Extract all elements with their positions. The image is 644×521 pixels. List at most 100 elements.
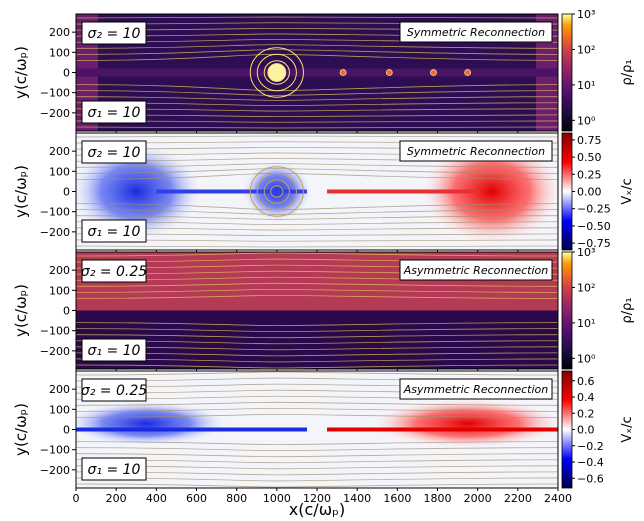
field-line (76, 163, 558, 168)
y-tick-label: 100 (49, 284, 70, 297)
plasmoid-contour (249, 166, 304, 217)
field-line (76, 459, 558, 464)
colorbar-tick-label: −0.4 (577, 456, 604, 469)
sigma-bottom-label: σ₁ = 10 (88, 224, 141, 240)
colorbar-tick-label: 0.2 (577, 407, 595, 420)
colorbar-tick-label: 10² (577, 281, 595, 294)
field-line (76, 340, 558, 345)
sigma-top-label: σ₂ = 0.25 (81, 383, 147, 399)
field-line (76, 215, 558, 220)
field-line (76, 453, 558, 458)
y-tick-label: −200 (40, 107, 70, 120)
field-line (76, 413, 558, 418)
field-line (76, 294, 558, 299)
colorbar-tick-label: 10² (577, 43, 595, 56)
colorbar-tick-label: 10¹ (577, 79, 595, 92)
y-tick-label: 0 (63, 67, 70, 80)
field-line (76, 252, 558, 257)
y-axis: 200 100 0 −100 −200 y(c/ωₚ) (12, 383, 76, 477)
density-lower-region (76, 310, 558, 369)
field-line (76, 209, 558, 215)
plasmoid (267, 63, 287, 82)
x-axis: x(c/ωₚ) 0 200 400 600 800 1000 1200 1400 1600 180… (73, 492, 573, 519)
y-tick-label: 100 (49, 46, 70, 59)
sigma-top-box (81, 259, 147, 283)
colorbar-tick-label: −0.6 (577, 472, 604, 485)
y-tick-label: −200 (40, 345, 70, 358)
colorbar-tick-label: 0.75 (577, 134, 602, 147)
plasmoid (385, 69, 393, 76)
field-line (76, 322, 558, 327)
field-line (76, 239, 558, 242)
outflow-right (421, 139, 558, 244)
sigma-top-box (81, 140, 147, 164)
colorbar-tick-label: 0.6 (577, 375, 595, 388)
y-tick-label: 200 (49, 264, 70, 277)
y-tick-label: 100 (49, 403, 70, 416)
sigma-top-label: σ₂ = 10 (88, 145, 141, 161)
outflow-right (372, 399, 558, 448)
outflow-left (76, 401, 227, 446)
colorbar: 10⁰ 10¹ 10² 10³ ρ/ρ₁ (561, 8, 635, 132)
panel-title: Symmetric Reconnection (407, 145, 545, 158)
field-line (76, 49, 558, 55)
colorbar: 0.6 0.4 0.2 0.0 −0.2 −0.4 −0.6 Vₓ/c (561, 370, 635, 489)
sigma-top-label: σ₂ = 0.25 (81, 264, 147, 280)
colorbar-tick-label: 10³ (577, 8, 595, 21)
field-line (76, 447, 558, 452)
y-axis-label: y(c/ωₚ) (12, 284, 30, 337)
x-tick-label: 1800 (424, 492, 452, 505)
y-tick-label: 100 (49, 165, 70, 178)
sigma-top-label: σ₂ = 10 (88, 26, 141, 42)
sigma-bottom-box (81, 457, 147, 481)
colorbar-tick-label: 0.00 (577, 186, 602, 199)
colorbar-tick-label: −0.75 (577, 237, 611, 250)
jet-right (327, 427, 558, 432)
field-line (76, 407, 558, 412)
y-axis-label: y(c/ωₚ) (12, 403, 30, 456)
colorbar-tick-label: 10³ (577, 246, 595, 259)
x-tick-label: 2000 (464, 492, 492, 505)
field-line (76, 358, 558, 363)
sigma-bottom-box (81, 338, 147, 362)
panel-title: Asymmetric Reconnection (403, 264, 548, 277)
y-tick-label: 200 (49, 26, 70, 39)
colorbar-tick-label: 0.4 (577, 391, 595, 404)
x-tick-label: 2400 (544, 492, 572, 505)
field-line (76, 477, 558, 482)
field-line (76, 328, 558, 333)
panel-title: Symmetric Reconnection (407, 26, 545, 39)
jet-right (327, 189, 478, 194)
field-line (76, 135, 558, 138)
colorbar: 10⁰ 10¹ 10² 10³ ρ/ρ₁ (561, 246, 635, 370)
x-axis-label: x(c/ωₚ) (289, 500, 345, 519)
colorbar-gradient (561, 251, 573, 370)
y-tick-label: 200 (49, 383, 70, 396)
x-tick-label: 1400 (343, 492, 371, 505)
y-axis-label: y(c/ωₚ) (12, 165, 30, 218)
field-line (76, 346, 558, 351)
plasmoid-contour (263, 60, 290, 85)
x-tick-label: 600 (186, 492, 207, 505)
panel-0: 200 100 0 −100 −200 y(c/ωₚ) Symmetric Reconnec… (12, 8, 635, 134)
y-tick-label: −200 (40, 226, 70, 239)
field-line (76, 471, 558, 476)
y-tick-label: 0 (63, 186, 70, 199)
y-tick-label: −100 (40, 325, 70, 338)
sigma-top-box (81, 21, 147, 45)
field-line (76, 401, 558, 406)
y-tick-label: −100 (40, 206, 70, 219)
sigma-bottom-box (81, 219, 147, 243)
field-line (76, 168, 558, 174)
x-tick-label: 1200 (303, 492, 331, 505)
sigma-bottom-box (81, 100, 147, 124)
x-tick-label: 2200 (504, 492, 532, 505)
field-line (76, 108, 558, 112)
field-line (76, 483, 558, 488)
colorbar-tick-label: −0.25 (577, 203, 611, 216)
colorbar-label: Vₓ/c (620, 416, 635, 442)
field-line (76, 126, 558, 129)
x-tick-label: 400 (146, 492, 167, 505)
plasmoid-contour (249, 47, 304, 98)
